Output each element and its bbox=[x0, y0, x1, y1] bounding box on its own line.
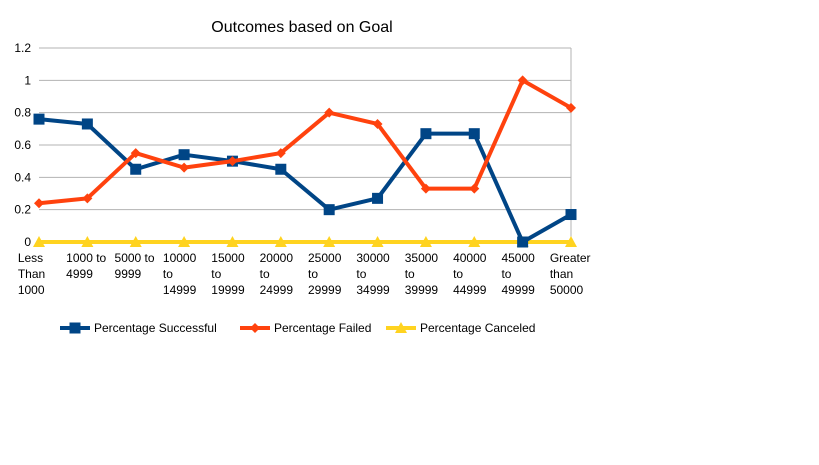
data-point-percentage-successful bbox=[178, 149, 190, 161]
x-tick-label: 45000 to 49999 bbox=[501, 251, 535, 297]
y-tick-label: 1 bbox=[24, 73, 31, 87]
data-point-percentage-failed bbox=[517, 75, 528, 86]
data-point-percentage-successful bbox=[130, 163, 142, 175]
data-point-percentage-canceled bbox=[323, 236, 336, 247]
data-point-percentage-successful bbox=[33, 113, 45, 125]
data-point-percentage-failed bbox=[469, 183, 480, 194]
y-tick-label: 0.6 bbox=[14, 138, 31, 152]
y-tick-label: 1.2 bbox=[14, 41, 31, 55]
x-tick-label: 5000 to 9999 bbox=[115, 251, 155, 281]
x-tick-label: 35000 to 39999 bbox=[405, 251, 439, 297]
data-point-percentage-failed bbox=[275, 148, 286, 159]
data-point-percentage-failed bbox=[324, 107, 335, 118]
data-point-percentage-canceled bbox=[565, 236, 577, 247]
data-point-percentage-failed bbox=[179, 162, 190, 173]
x-tick-label: Greater than 50000 bbox=[550, 251, 591, 297]
data-point-percentage-failed bbox=[420, 183, 431, 194]
data-point-percentage-failed bbox=[34, 198, 44, 209]
x-tick-label: 30000 to 34999 bbox=[356, 251, 390, 297]
data-point-percentage-failed bbox=[566, 102, 576, 113]
x-tick-label: 25000 to 29999 bbox=[308, 251, 342, 297]
data-point-percentage-canceled bbox=[81, 236, 94, 247]
data-point-percentage-canceled bbox=[178, 236, 191, 247]
x-tick-label: 1000 to 4999 bbox=[66, 251, 106, 281]
data-point-percentage-successful bbox=[81, 118, 93, 130]
legend-marker-percentage-successful bbox=[69, 322, 81, 334]
series-line-percentage-failed bbox=[38, 78, 572, 206]
legend-marker-percentage-failed bbox=[250, 323, 260, 333]
data-point-percentage-failed bbox=[227, 156, 238, 167]
data-point-percentage-canceled bbox=[129, 236, 142, 247]
x-tick-label: 15000 to 19999 bbox=[211, 251, 245, 297]
data-point-percentage-successful bbox=[468, 128, 480, 140]
data-point-percentage-canceled bbox=[226, 236, 239, 247]
data-point-percentage-successful bbox=[565, 209, 577, 221]
x-tick-label: Less Than 1000 bbox=[18, 251, 45, 297]
y-tick-label: 0.8 bbox=[14, 106, 31, 120]
y-tick-label: 0.4 bbox=[14, 170, 31, 184]
legend-label-percentage-canceled: Percentage Canceled bbox=[420, 321, 535, 335]
data-point-percentage-successful bbox=[517, 236, 529, 248]
x-tick-label: 20000 to 24999 bbox=[260, 251, 294, 297]
data-point-percentage-failed bbox=[372, 118, 383, 129]
data-point-percentage-canceled bbox=[274, 236, 287, 247]
x-tick-label: 10000 to 14999 bbox=[163, 251, 197, 297]
data-point-percentage-canceled bbox=[371, 236, 384, 247]
legend-marker-percentage-canceled bbox=[395, 322, 407, 333]
chart-title: Outcomes based on Goal bbox=[211, 19, 392, 36]
y-tick-label: 0.2 bbox=[14, 203, 31, 217]
data-point-percentage-successful bbox=[372, 192, 384, 204]
y-tick-label: 0 bbox=[24, 235, 31, 249]
x-tick-label: 40000 to 44999 bbox=[453, 251, 487, 297]
data-point-percentage-canceled bbox=[468, 236, 481, 247]
data-point-percentage-canceled bbox=[33, 236, 45, 247]
legend-label-percentage-successful: Percentage Successful bbox=[94, 321, 217, 335]
data-point-percentage-canceled bbox=[419, 236, 432, 247]
data-point-percentage-successful bbox=[323, 204, 335, 216]
legend-label-percentage-failed: Percentage Failed bbox=[274, 321, 371, 335]
data-point-percentage-successful bbox=[275, 163, 287, 175]
data-point-percentage-failed bbox=[82, 193, 93, 204]
data-point-percentage-failed bbox=[130, 148, 141, 159]
data-point-percentage-successful bbox=[420, 128, 432, 140]
